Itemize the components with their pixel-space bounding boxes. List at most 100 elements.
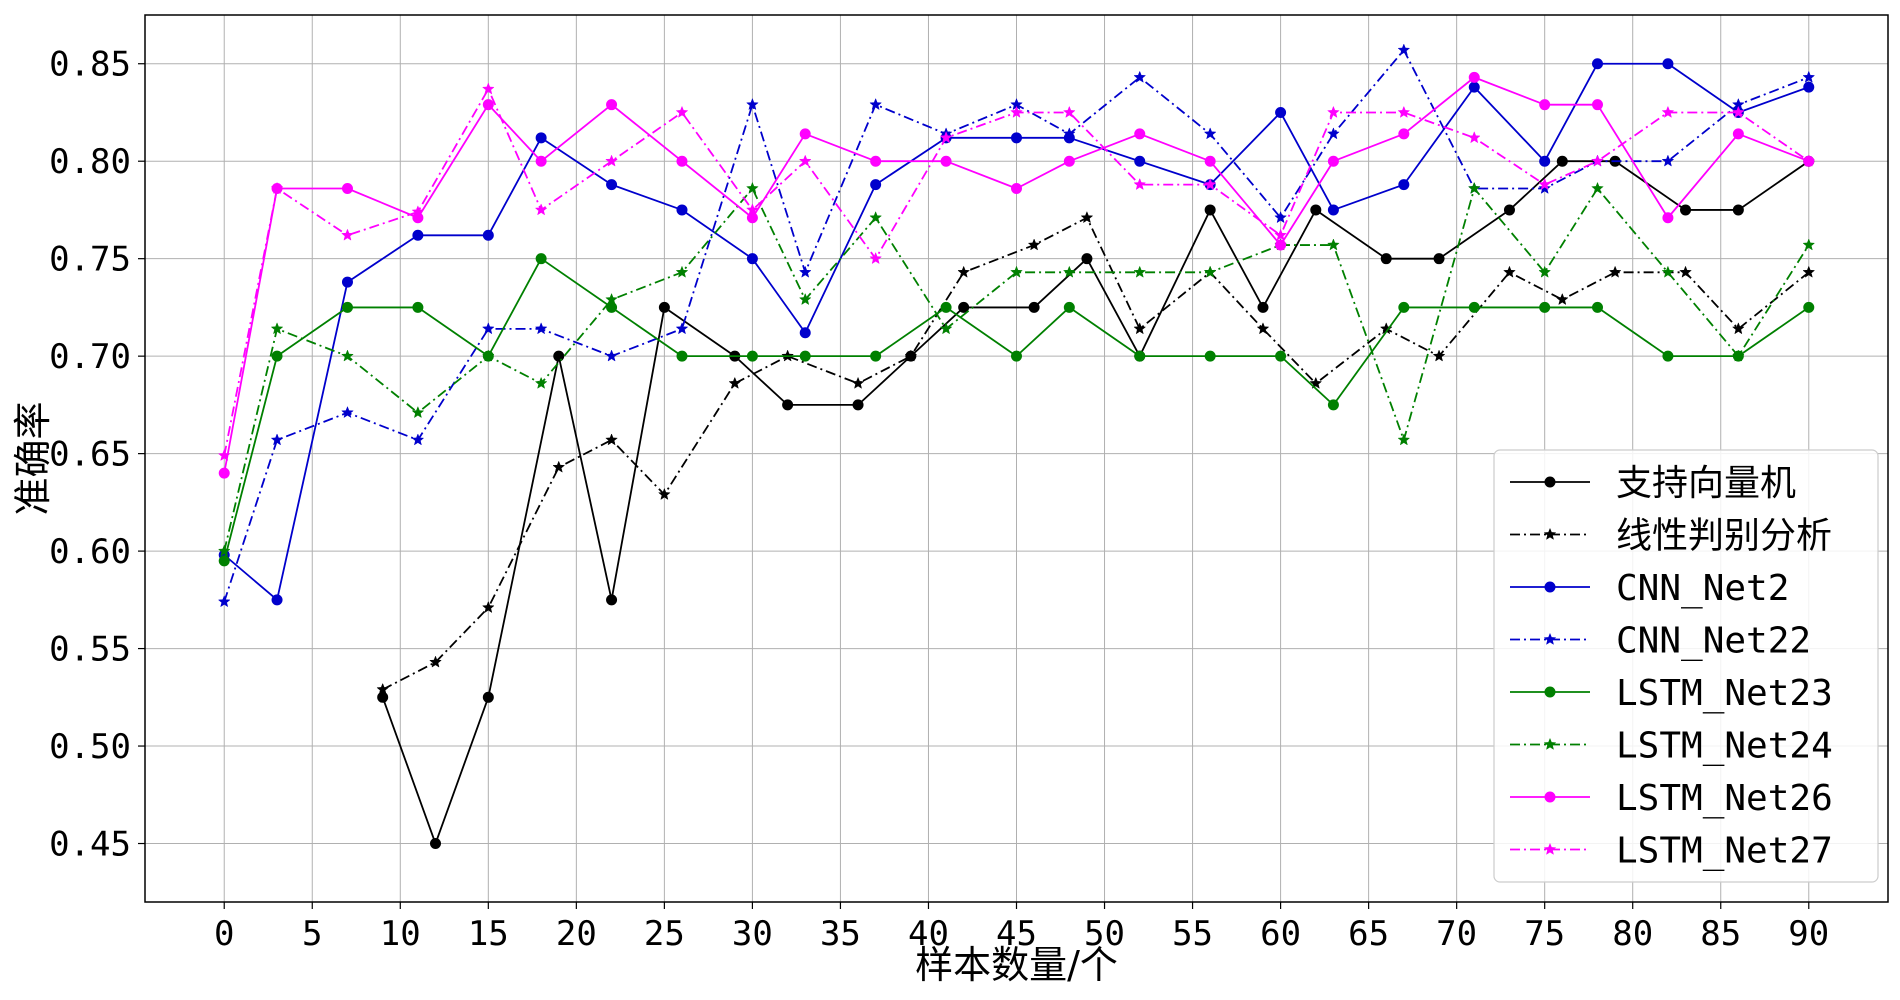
data-point: [1661, 265, 1675, 278]
legend-marker: [1544, 686, 1556, 698]
data-point: [412, 301, 424, 313]
data-point: [1027, 238, 1041, 251]
data-point: [1802, 154, 1816, 167]
series-8: [217, 82, 1816, 461]
data-point: [1608, 265, 1622, 278]
data-point: [746, 203, 759, 216]
x-axis-label: 样本数量/个: [915, 943, 1118, 987]
data-point: [1802, 265, 1816, 278]
data-point: [799, 327, 811, 339]
data-point: [481, 600, 495, 614]
data-point: [1731, 349, 1745, 362]
data-point: [870, 155, 882, 167]
data-point: [270, 433, 284, 446]
data-point: [1592, 301, 1603, 313]
x-tick-label: 90: [1788, 914, 1829, 954]
data-point: [1503, 265, 1516, 278]
data-point: [1010, 265, 1023, 278]
data-point: [217, 448, 231, 461]
data-point: [798, 265, 812, 278]
data-point: [341, 349, 354, 362]
x-tick-label: 20: [556, 914, 597, 954]
data-point: [218, 555, 230, 567]
data-point: [411, 433, 425, 446]
data-point: [1028, 301, 1040, 313]
data-point: [1062, 105, 1076, 118]
data-point: [869, 211, 883, 224]
data-point: [852, 399, 864, 411]
data-point: [870, 179, 882, 191]
data-point: [217, 595, 231, 608]
legend-marker: [1544, 476, 1556, 488]
data-point: [534, 203, 548, 216]
data-point: [1256, 322, 1270, 335]
data-point: [1063, 155, 1075, 167]
legend-label: CNN_Net2: [1616, 568, 1789, 609]
data-point: [1080, 211, 1094, 224]
data-point: [1732, 128, 1744, 140]
legend-marker: [1544, 791, 1556, 803]
data-point: [482, 229, 494, 241]
data-point: [271, 350, 283, 362]
data-point: [1538, 177, 1552, 191]
data-point: [1539, 155, 1551, 167]
data-point: [481, 322, 495, 335]
x-tick-label: 30: [732, 914, 773, 954]
data-point: [658, 301, 670, 313]
x-tick-label: 25: [644, 914, 685, 954]
x-tick-label: 40: [908, 914, 949, 954]
data-point: [728, 376, 742, 389]
data-point: [481, 82, 495, 95]
data-point: [1467, 181, 1481, 194]
data-point: [676, 155, 688, 167]
data-point: [1133, 322, 1147, 335]
y-tick-label: 0.60: [49, 532, 131, 572]
data-point: [552, 460, 566, 473]
data-point: [341, 228, 354, 241]
data-point: [534, 322, 548, 335]
data-point: [1380, 253, 1392, 265]
legend-item: LSTM_Net27: [1510, 831, 1833, 872]
legend-marker: [1543, 842, 1557, 855]
y-tick-label: 0.45: [49, 825, 131, 865]
data-point: [1133, 265, 1147, 278]
data-point: [1680, 204, 1692, 216]
data-point: [1539, 301, 1551, 313]
data-point: [869, 251, 883, 265]
data-point: [1062, 127, 1076, 140]
legend-item: 线性判别分析: [1510, 516, 1832, 557]
data-point: [1503, 204, 1515, 216]
legend-marker: [1543, 737, 1557, 750]
data-point: [1275, 350, 1287, 362]
data-point: [746, 97, 759, 111]
data-point: [605, 433, 618, 446]
data-point: [1327, 155, 1339, 167]
data-point: [1133, 177, 1147, 191]
data-point: [1133, 70, 1147, 83]
x-tick-label: 5: [302, 914, 322, 954]
data-point: [218, 467, 230, 479]
y-tick-label: 0.75: [49, 240, 131, 280]
data-point: [676, 204, 688, 216]
x-tick-label: 70: [1436, 914, 1477, 954]
legend-marker: [1543, 632, 1557, 645]
data-point: [270, 322, 284, 335]
legend-item: LSTM_Net24: [1510, 726, 1833, 767]
data-point: [1661, 105, 1675, 118]
data-point: [606, 594, 618, 606]
y-tick-label: 0.50: [49, 727, 131, 767]
data-point: [1591, 154, 1604, 167]
legend-label: LSTM_Net27: [1616, 831, 1833, 872]
data-point: [1327, 204, 1339, 216]
data-point: [217, 544, 231, 557]
x-tick-label: 45: [996, 914, 1037, 954]
data-point: [1327, 105, 1340, 118]
legend-label: 支持向量机: [1616, 463, 1796, 504]
legend-label: CNN_Net22: [1616, 621, 1811, 662]
x-tick-label: 65: [1348, 914, 1389, 954]
data-point: [341, 276, 353, 288]
legend-label: LSTM_Net23: [1616, 673, 1833, 714]
series-6: [217, 181, 1816, 557]
data-point: [675, 265, 689, 278]
